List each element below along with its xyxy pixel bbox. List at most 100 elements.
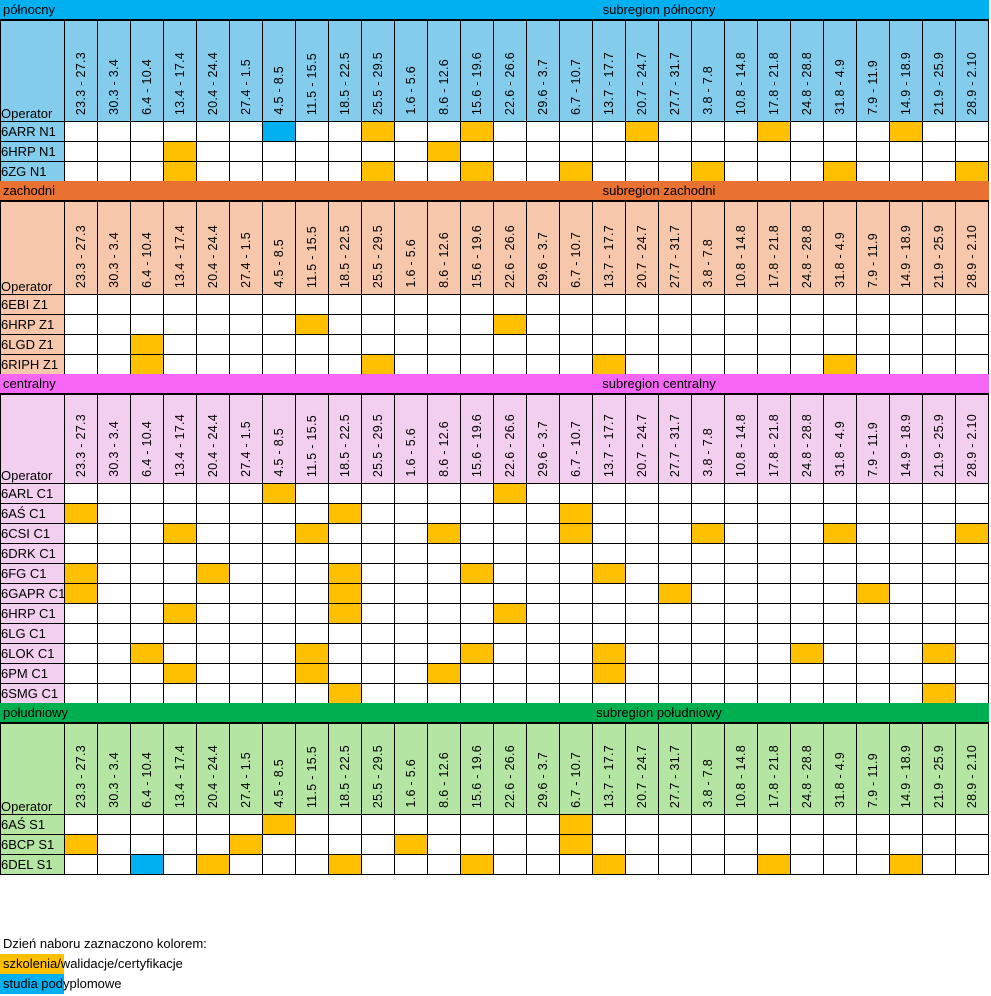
date-column-header[interactable]: 20.7 - 24.7 (625, 394, 659, 484)
date-column-header[interactable]: 27.4 - 1.5 (229, 394, 263, 484)
schedule-cell-training[interactable] (394, 834, 428, 855)
schedule-cell[interactable] (427, 814, 461, 835)
schedule-cell[interactable] (757, 563, 791, 584)
operator-cell[interactable]: 6HRP N1 (0, 141, 65, 162)
schedule-cell[interactable] (856, 334, 890, 355)
schedule-cell-training[interactable] (559, 503, 593, 524)
date-column-header[interactable]: 28.9 - 2.10 (955, 20, 989, 122)
schedule-cell[interactable] (724, 354, 758, 375)
schedule-cell-training[interactable] (922, 683, 956, 704)
schedule-cell[interactable] (97, 603, 131, 624)
schedule-cell-training[interactable] (262, 814, 296, 835)
schedule-cell[interactable] (724, 161, 758, 182)
schedule-cell[interactable] (295, 334, 329, 355)
schedule-cell[interactable] (955, 354, 989, 375)
date-column-header[interactable]: 11.5 - 15.5 (295, 20, 329, 122)
schedule-cell[interactable] (427, 503, 461, 524)
schedule-cell[interactable] (427, 603, 461, 624)
schedule-cell[interactable] (460, 834, 494, 855)
schedule-cell[interactable] (724, 294, 758, 315)
schedule-cell[interactable] (493, 854, 527, 875)
schedule-cell[interactable] (592, 834, 626, 855)
schedule-cell[interactable] (658, 503, 692, 524)
date-column-header[interactable]: 17.8 - 21.8 (757, 20, 791, 122)
schedule-cell[interactable] (592, 503, 626, 524)
schedule-cell[interactable] (922, 834, 956, 855)
schedule-cell-training[interactable] (361, 161, 395, 182)
operator-cell[interactable]: 6ZG N1 (0, 161, 65, 182)
date-column-header[interactable]: 6.4 - 10.4 (130, 201, 164, 295)
schedule-cell[interactable] (691, 563, 725, 584)
schedule-cell[interactable] (163, 121, 197, 142)
schedule-cell-training[interactable] (163, 141, 197, 162)
schedule-cell[interactable] (262, 834, 296, 855)
date-column-header[interactable]: 20.7 - 24.7 (625, 20, 659, 122)
date-column-header[interactable]: 4.5 - 8.5 (262, 394, 296, 484)
schedule-cell[interactable] (262, 603, 296, 624)
date-column-header[interactable]: 20.4 - 24.4 (196, 201, 230, 295)
schedule-cell[interactable] (691, 121, 725, 142)
schedule-cell-training[interactable] (460, 121, 494, 142)
schedule-cell[interactable] (625, 603, 659, 624)
schedule-cell-training[interactable] (295, 523, 329, 544)
schedule-cell-training[interactable] (427, 141, 461, 162)
schedule-cell[interactable] (97, 563, 131, 584)
schedule-cell-training[interactable] (955, 161, 989, 182)
schedule-cell[interactable] (625, 314, 659, 335)
schedule-cell[interactable] (229, 663, 263, 684)
schedule-cell[interactable] (427, 543, 461, 564)
operator-cell[interactable]: 6LOK C1 (0, 643, 65, 664)
schedule-cell[interactable] (658, 663, 692, 684)
schedule-cell[interactable] (790, 161, 824, 182)
schedule-cell[interactable] (823, 643, 857, 664)
schedule-cell-training[interactable] (493, 483, 527, 504)
schedule-cell[interactable] (889, 583, 923, 604)
schedule-cell-training[interactable] (163, 663, 197, 684)
schedule-cell[interactable] (427, 623, 461, 644)
schedule-cell[interactable] (955, 334, 989, 355)
schedule-cell[interactable] (394, 683, 428, 704)
operator-cell[interactable]: 6ARL C1 (0, 483, 65, 504)
schedule-cell[interactable] (658, 814, 692, 835)
schedule-cell[interactable] (922, 314, 956, 335)
schedule-cell[interactable] (196, 523, 230, 544)
schedule-cell[interactable] (658, 543, 692, 564)
operator-cell[interactable]: 6SMG C1 (0, 683, 65, 704)
schedule-cell[interactable] (163, 854, 197, 875)
date-column-header[interactable]: 6.7 - 10.7 (559, 20, 593, 122)
schedule-cell[interactable] (592, 583, 626, 604)
schedule-cell[interactable] (361, 854, 395, 875)
operator-cell[interactable]: 6AŚ C1 (0, 503, 65, 524)
schedule-cell[interactable] (196, 543, 230, 564)
schedule-cell[interactable] (262, 334, 296, 355)
schedule-cell[interactable] (592, 121, 626, 142)
schedule-cell[interactable] (625, 683, 659, 704)
schedule-cell[interactable] (295, 563, 329, 584)
schedule-cell[interactable] (625, 354, 659, 375)
date-column-header[interactable]: 18.5 - 22.5 (328, 723, 362, 815)
schedule-cell[interactable] (262, 503, 296, 524)
schedule-cell[interactable] (823, 814, 857, 835)
schedule-cell[interactable] (97, 814, 131, 835)
schedule-cell[interactable] (460, 523, 494, 544)
schedule-cell[interactable] (823, 663, 857, 684)
schedule-cell[interactable] (64, 603, 98, 624)
schedule-cell[interactable] (625, 543, 659, 564)
schedule-cell[interactable] (691, 334, 725, 355)
date-column-header[interactable]: 20.7 - 24.7 (625, 723, 659, 815)
schedule-cell[interactable] (757, 354, 791, 375)
schedule-cell[interactable] (889, 563, 923, 584)
schedule-cell-training[interactable] (361, 354, 395, 375)
schedule-cell[interactable] (889, 483, 923, 504)
schedule-cell[interactable] (328, 141, 362, 162)
schedule-cell[interactable] (922, 334, 956, 355)
date-column-header[interactable]: 25.5 - 29.5 (361, 20, 395, 122)
schedule-cell[interactable] (658, 854, 692, 875)
date-column-header[interactable]: 13.7 - 17.7 (592, 201, 626, 295)
schedule-cell[interactable] (955, 503, 989, 524)
schedule-cell[interactable] (196, 294, 230, 315)
operator-cell[interactable]: 6DEL S1 (0, 854, 65, 875)
schedule-cell[interactable] (427, 683, 461, 704)
schedule-cell[interactable] (559, 643, 593, 664)
schedule-cell[interactable] (724, 314, 758, 335)
